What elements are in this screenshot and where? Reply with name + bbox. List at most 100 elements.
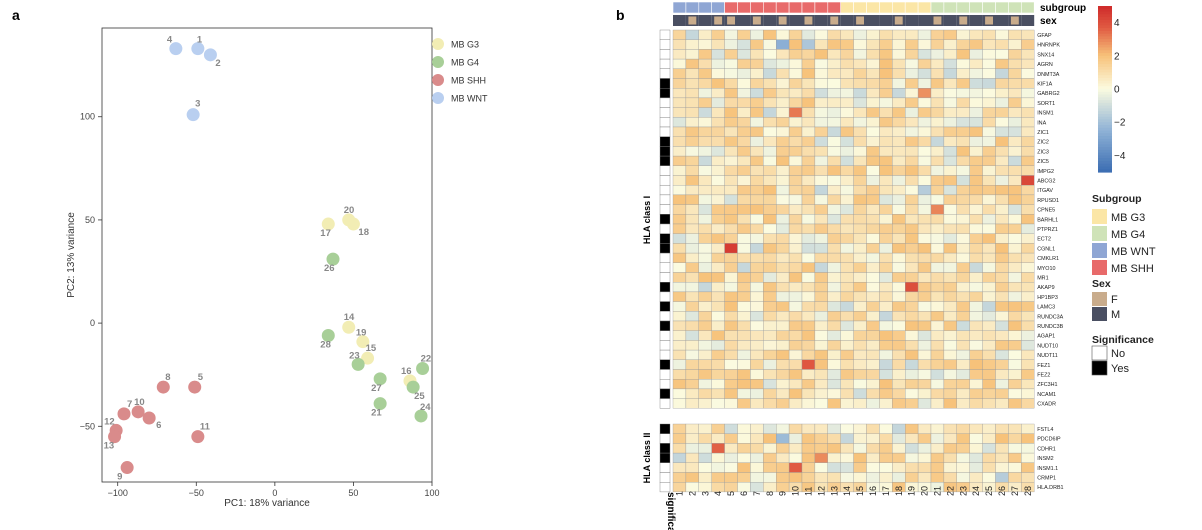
heatmap-cell xyxy=(685,423,699,434)
heatmap-cell xyxy=(711,349,725,360)
heatmap-cell xyxy=(685,39,699,50)
heatmap-cell xyxy=(943,443,957,454)
heatmap-cell xyxy=(892,359,906,370)
heatmap-cell xyxy=(685,359,699,370)
significance-cell xyxy=(659,29,671,40)
heatmap-cell xyxy=(866,398,880,409)
heatmap-cell xyxy=(840,252,854,263)
gene-label: CMKLR1 xyxy=(1037,256,1059,262)
heatmap-cell xyxy=(737,291,751,302)
heatmap-cell xyxy=(801,49,816,60)
heatmap-cell xyxy=(982,185,996,196)
heatmap-cell xyxy=(879,443,893,454)
heatmap-cell xyxy=(750,107,764,118)
heatmap-cell xyxy=(917,452,932,463)
heatmap-cell xyxy=(827,233,841,244)
gene-label: INSM1.1 xyxy=(1037,466,1058,472)
heatmap-cell xyxy=(814,340,828,351)
heatmap-cell xyxy=(763,58,777,69)
heatmap-cell xyxy=(905,301,919,312)
heatmap-cell xyxy=(905,423,919,434)
heatmap-cell xyxy=(866,423,880,434)
heatmap-cell xyxy=(905,117,919,128)
heatmap-cell xyxy=(982,175,996,186)
colorbar-segment xyxy=(1098,152,1112,156)
heatmap-cell xyxy=(750,204,764,215)
heatmap-cell xyxy=(879,462,893,473)
colorbar-segment xyxy=(1098,75,1112,79)
heatmap-cell xyxy=(776,349,790,360)
scatter-point xyxy=(156,380,170,394)
heatmap-cell xyxy=(866,107,880,118)
colorbar-segment xyxy=(1098,136,1112,140)
gene-label: RUNDC3A xyxy=(1037,314,1063,320)
heatmap-cell xyxy=(763,223,777,234)
heatmap-cell xyxy=(1008,194,1022,205)
sex-legend-swatch xyxy=(1092,292,1107,306)
colorbar-segment xyxy=(1098,72,1112,76)
heatmap-cell xyxy=(814,97,828,108)
significance-cell xyxy=(659,126,671,137)
heatmap-cell xyxy=(956,204,970,215)
heatmap-cell xyxy=(853,88,867,99)
heatmap-cell xyxy=(750,472,764,483)
heatmap-cell xyxy=(724,291,738,302)
heatmap-cell xyxy=(943,39,957,50)
heatmap-cell xyxy=(685,175,699,186)
subgroup-annotation-cell xyxy=(724,1,738,14)
heatmap-cell xyxy=(956,282,970,293)
subgroup-legend-swatch xyxy=(1092,209,1107,224)
heatmap-cell xyxy=(853,369,867,380)
sample-label: 19 xyxy=(907,486,917,496)
heatmap-cell xyxy=(840,136,854,147)
heatmap-cell xyxy=(827,49,841,60)
heatmap-cell xyxy=(956,252,970,263)
heatmap-cell xyxy=(776,398,790,409)
heatmap-cell xyxy=(776,482,790,493)
heatmap-cell xyxy=(866,68,880,79)
heatmap-cell xyxy=(711,107,725,118)
heatmap-cell xyxy=(853,117,867,128)
heatmap-cell xyxy=(814,78,828,89)
heatmap-cell xyxy=(866,462,880,473)
subgroup-legend-label: MB G3 xyxy=(1111,212,1145,224)
heatmap-cell xyxy=(840,472,854,483)
heatmap-cell xyxy=(995,462,1009,473)
heatmap-cell xyxy=(892,68,906,79)
heatmap-cell xyxy=(943,214,957,225)
heatmap-cell xyxy=(711,175,725,186)
heatmap-cell xyxy=(801,252,816,263)
subgroup-legend-label: MB G4 xyxy=(1111,229,1145,241)
heatmap-cell xyxy=(698,359,712,370)
heatmap-cell xyxy=(814,68,828,79)
heatmap-cell xyxy=(801,155,816,166)
subgroup-annotation-cell xyxy=(685,1,700,14)
gene-label: CDHR1 xyxy=(1037,446,1056,452)
scatter-point xyxy=(321,328,335,342)
significance-cell xyxy=(659,233,671,244)
heatmap-cell xyxy=(866,97,880,108)
heatmap-cell xyxy=(814,472,828,483)
heatmap-cell xyxy=(672,359,687,370)
heatmap-cell xyxy=(853,194,867,205)
sex-annotation-cell xyxy=(714,16,723,25)
heatmap-cell xyxy=(840,175,854,186)
significance-cell xyxy=(659,146,671,157)
heatmap-cell xyxy=(814,175,828,186)
heatmap-cell xyxy=(853,68,867,79)
heatmap-cell xyxy=(827,97,841,108)
scatter-point xyxy=(191,430,205,444)
significance-cell xyxy=(659,107,671,118)
heatmap-cell xyxy=(995,223,1009,234)
heatmap-cell xyxy=(982,49,996,60)
heatmap-cell xyxy=(930,379,945,390)
heatmap-cell xyxy=(1021,398,1035,409)
point-label: 8 xyxy=(165,372,170,383)
heatmap-cell xyxy=(737,49,751,60)
heatmap-cell xyxy=(930,369,945,380)
heatmap-cell xyxy=(853,233,867,244)
colorbar-segment xyxy=(1098,44,1112,49)
heatmap-cell xyxy=(905,369,919,380)
heatmap-cell xyxy=(969,97,983,108)
